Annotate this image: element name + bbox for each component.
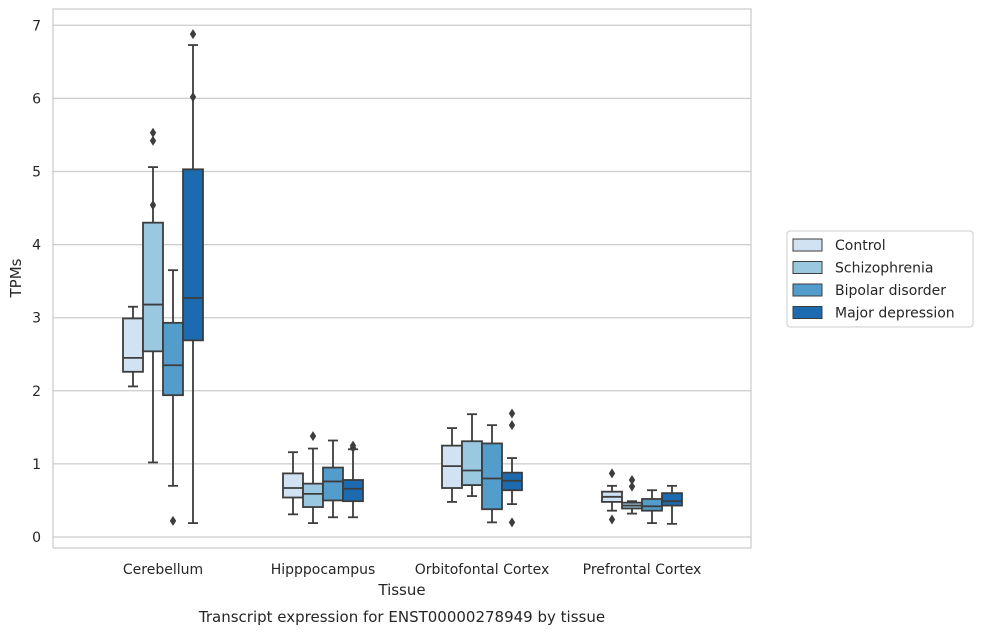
- box-iqr: [641, 498, 663, 512]
- legend-item: Schizophrenia: [792, 261, 933, 277]
- box-cerebellum: [182, 29, 204, 525]
- series-bipolar-disorder: [162, 269, 663, 526]
- y-tick-label: 0: [32, 530, 41, 546]
- outlier-point: [189, 91, 197, 102]
- outlier-point: [349, 442, 357, 453]
- box-hipppocampus: [342, 440, 364, 519]
- legend-swatch: [792, 306, 823, 319]
- box-iqr: [162, 321, 184, 397]
- plot-frame: [52, 8, 752, 549]
- box-iqr: [142, 221, 164, 353]
- outlier-point: [149, 127, 157, 138]
- box-prefrontal-cortex: [601, 468, 623, 525]
- outlier-point: [608, 468, 616, 479]
- box-iqr: [282, 472, 304, 499]
- y-tick-label: 7: [32, 18, 41, 34]
- box-cerebellum: [162, 269, 184, 526]
- y-tick-label: 1: [32, 457, 41, 473]
- box-iqr: [481, 442, 503, 511]
- y-axis-ticks: 0 1 2 3 4 5 6 7: [32, 18, 41, 546]
- legend-swatch: [792, 238, 823, 252]
- outlier-point: [189, 29, 197, 40]
- x-axis-ticks: Cerebellum Hipppocampus Orbitofontal Corte…: [123, 562, 701, 578]
- legend-swatch: [792, 283, 823, 297]
- box-cerebellum: [142, 127, 164, 464]
- box-iqr: [342, 479, 364, 503]
- x-tick-label: Orbitofontal Cortex: [415, 562, 550, 578]
- outlier-point: [508, 517, 516, 528]
- x-tick-label: Cerebellum: [123, 562, 203, 578]
- x-tick-label: Prefrontal Cortex: [583, 562, 702, 578]
- legend-frame: [786, 230, 974, 328]
- outlier-point: [169, 515, 177, 526]
- outlier-point: [608, 514, 616, 525]
- box-hipppocampus: [282, 451, 304, 516]
- y-axis-label: TPMs: [7, 258, 25, 298]
- box-iqr: [661, 492, 683, 507]
- outlier-point: [309, 431, 317, 442]
- box-series: [122, 29, 683, 528]
- legend-label: Control: [835, 238, 886, 254]
- y-tick-label: 5: [32, 165, 41, 181]
- outlier-point: [628, 474, 636, 485]
- y-tick-label: 6: [32, 91, 41, 107]
- legend-item: Major depression: [792, 306, 955, 322]
- legend-item: Bipolar disorder: [792, 283, 946, 299]
- box-iqr: [302, 482, 324, 508]
- series-major-depression: [182, 29, 683, 528]
- legend-swatch: [792, 261, 823, 274]
- y-tick-label: 4: [32, 238, 41, 254]
- legend-label: Major depression: [835, 306, 955, 322]
- box-iqr: [322, 466, 344, 502]
- box-iqr: [122, 317, 144, 373]
- box-iqr: [182, 168, 204, 342]
- y-tick-label: 3: [32, 311, 41, 327]
- outlier-point: [628, 481, 636, 492]
- outlier-point: [149, 200, 157, 211]
- figure-caption: Transcript expression for ENST0000027894…: [198, 608, 605, 626]
- legend-item: Control: [792, 238, 886, 254]
- outlier-point: [508, 420, 516, 431]
- legend-label: Bipolar disorder: [835, 283, 946, 299]
- box-orbitofontal-cortex: [441, 427, 463, 503]
- legend-label: Schizophrenia: [835, 261, 933, 277]
- box-orbitofontal-cortex: [501, 408, 523, 528]
- legend: Control Schizophrenia Bipolar disorder Majo…: [786, 230, 974, 328]
- box-prefrontal-cortex: [621, 474, 643, 515]
- box-prefrontal-cortex: [661, 484, 683, 525]
- y-tick-label: 2: [32, 384, 41, 400]
- box-iqr: [461, 440, 483, 486]
- outlier-point: [149, 135, 157, 146]
- outlier-point: [508, 408, 516, 419]
- box-cerebellum: [122, 305, 144, 388]
- x-tick-label: Hipppocampus: [271, 562, 376, 578]
- x-axis-label: Tissue: [377, 581, 425, 599]
- series-control: [122, 305, 623, 525]
